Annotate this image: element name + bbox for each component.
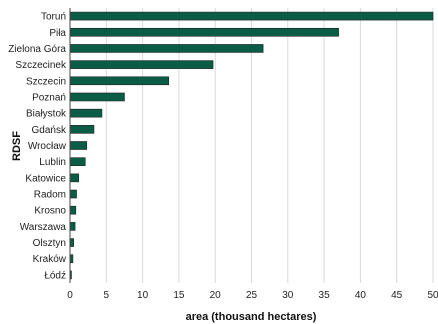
category-label: Olsztyn bbox=[33, 238, 66, 249]
bar bbox=[69, 141, 87, 150]
category-label: Szczecin bbox=[26, 76, 66, 87]
category-label: Szczecinek bbox=[15, 60, 67, 71]
bar bbox=[69, 189, 77, 199]
category-label: Wrocław bbox=[28, 141, 67, 152]
bar bbox=[69, 222, 76, 231]
category-label: Poznań bbox=[32, 92, 66, 103]
category-label: Radom bbox=[34, 190, 66, 201]
bar bbox=[69, 108, 103, 118]
category-label: Kraków bbox=[33, 254, 67, 265]
x-tick-label: 10 bbox=[137, 290, 149, 301]
x-tick-label: 0 bbox=[67, 290, 73, 301]
category-label: Warszawa bbox=[20, 222, 67, 233]
x-tick-label: 35 bbox=[319, 290, 331, 301]
x-tick-label: 20 bbox=[210, 290, 222, 301]
bar bbox=[69, 157, 86, 166]
x-tick-label: 30 bbox=[282, 290, 294, 301]
bar bbox=[69, 205, 77, 215]
category-label: Łódź bbox=[44, 270, 66, 281]
bar bbox=[69, 125, 95, 134]
category-label: Toruń bbox=[41, 12, 66, 23]
bar bbox=[69, 60, 214, 69]
category-label: Zielona Góra bbox=[8, 44, 66, 55]
x-tick-label: 15 bbox=[173, 290, 185, 301]
x-tick-label: 50 bbox=[427, 290, 438, 301]
category-labels: Toruń Piła Zielona Góra Szczecinek Szczecin P… bbox=[8, 12, 67, 282]
bar bbox=[69, 238, 74, 247]
bar bbox=[69, 173, 80, 183]
x-tick-label: 5 bbox=[104, 290, 110, 301]
x-tick-label: 45 bbox=[391, 290, 403, 301]
x-tick-label: 40 bbox=[355, 290, 367, 301]
category-label: Białystok bbox=[26, 109, 67, 120]
x-tick-label: 25 bbox=[246, 290, 258, 301]
x-axis-title: area (thousand hectares) bbox=[186, 311, 317, 323]
category-label: Katowice bbox=[25, 173, 66, 184]
category-label: Gdańsk bbox=[32, 125, 67, 136]
bar bbox=[69, 11, 434, 21]
category-label: Krosno bbox=[34, 206, 66, 217]
category-label: Piła bbox=[49, 28, 66, 39]
x-tick-labels: 0 5 10 15 20 25 30 35 40 45 50 bbox=[67, 290, 438, 301]
bar bbox=[69, 44, 264, 53]
bar bbox=[69, 76, 170, 86]
bar bbox=[69, 92, 125, 102]
grid-layer bbox=[105, 8, 434, 283]
bar bbox=[69, 27, 339, 37]
y-axis-title: RDSF bbox=[11, 131, 23, 161]
category-label: Lublin bbox=[39, 157, 66, 168]
